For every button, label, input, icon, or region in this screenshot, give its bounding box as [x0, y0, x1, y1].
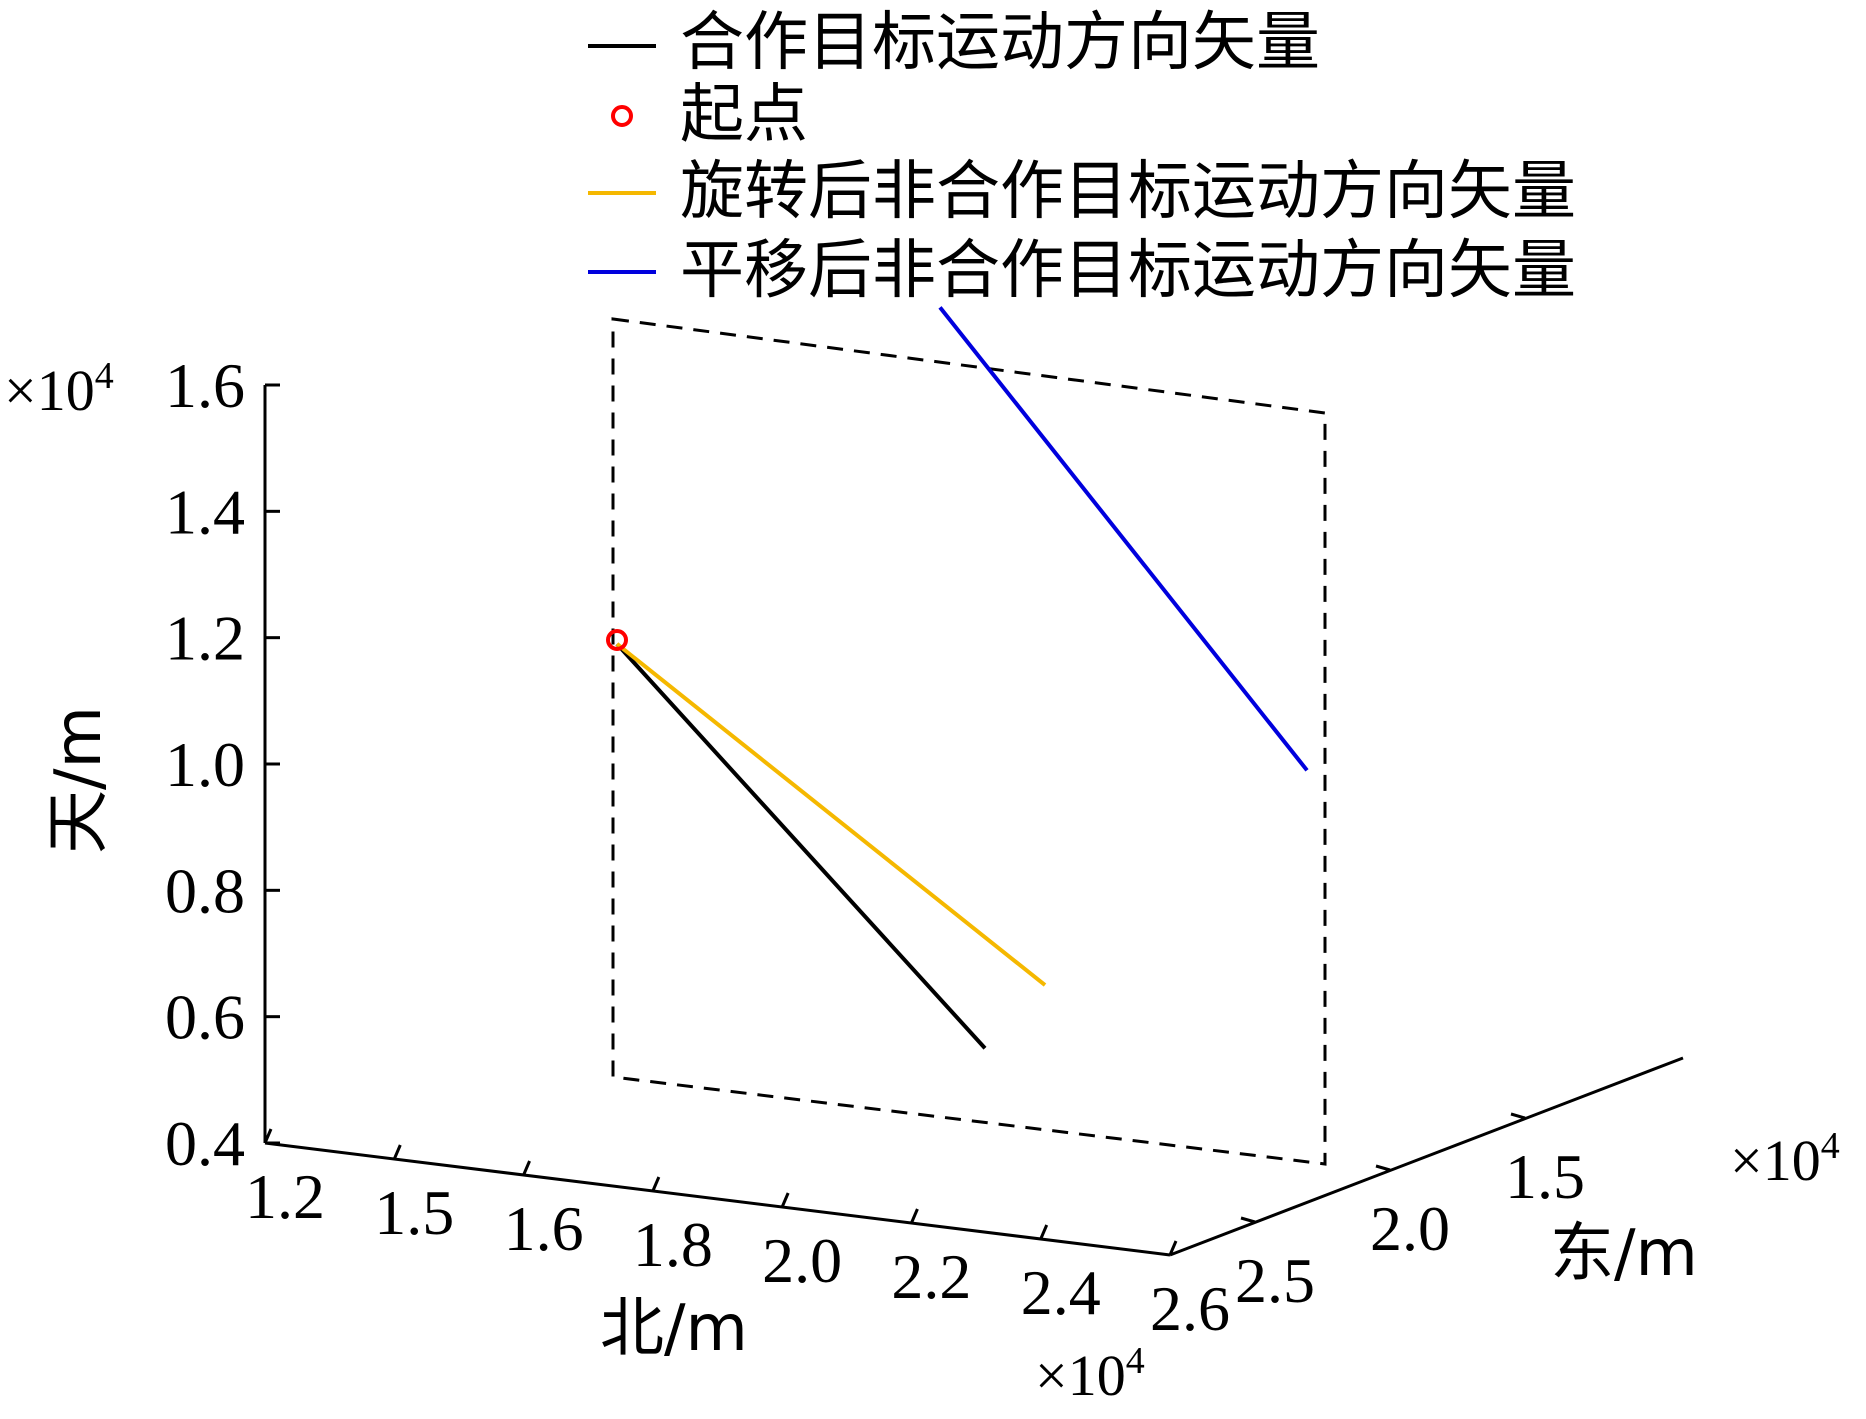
z-tick-label: 0.8	[165, 855, 245, 926]
z-axis: 0.4 0.6 0.8 1.0 1.2 1.4 1.6 ×104 天/m	[4, 350, 280, 1179]
series-line	[938, 306, 1309, 772]
north-tick-mark	[392, 1144, 402, 1160]
dashed-plane	[611, 317, 1327, 1166]
north-tick-label: 2.6	[1150, 1273, 1230, 1344]
z-tick-label: 0.6	[165, 982, 245, 1053]
east-tick-mark	[1510, 1112, 1526, 1120]
north-tick-label: 2.2	[891, 1241, 971, 1312]
north-axis-title: 北/m	[600, 1292, 748, 1366]
z-axis-multiplier: ×104	[4, 355, 114, 423]
north-tick-mark	[263, 1128, 273, 1144]
series-line	[615, 642, 987, 1050]
legend-label-rotated: 旋转后非合作目标运动方向矢量	[680, 155, 1576, 229]
east-tick-mark	[1375, 1164, 1391, 1172]
north-tick-label: 1.2	[245, 1161, 325, 1232]
north-axis-multiplier: ×104	[1035, 1340, 1145, 1408]
north-tick-label: 1.6	[504, 1193, 584, 1264]
north-tick-mark	[651, 1176, 661, 1192]
east-axis-line	[1169, 1056, 1684, 1257]
east-tick-label: 1.5	[1505, 1141, 1585, 1212]
east-tick-label: 2.5	[1235, 1245, 1315, 1316]
east-tick-mark	[1240, 1216, 1256, 1224]
north-tick-mark	[1039, 1224, 1049, 1240]
series-layer	[606, 306, 1309, 1050]
east-tick-label: 2.0	[1370, 1193, 1450, 1264]
north-tick-mark	[522, 1160, 531, 1176]
z-tick-label: 1.6	[165, 350, 245, 421]
north-tick-mark	[910, 1208, 919, 1224]
legend-label-cooperative: 合作目标运动方向矢量	[680, 6, 1320, 80]
north-axis-line	[264, 1141, 1171, 1257]
series-line	[615, 642, 1047, 987]
north-tick-label: 1.8	[633, 1209, 713, 1280]
z-tick-label: 0.4	[165, 1108, 245, 1179]
east-axis-multiplier: ×104	[1730, 1125, 1840, 1193]
legend-label-start: 起点	[680, 78, 808, 152]
legend-swatch-start-circle	[611, 105, 633, 127]
east-axis: 1.5 2.0 2.5 东/m ×104	[1169, 1056, 1840, 1316]
z-tick-label: 1.4	[165, 476, 245, 547]
z-tick-label: 1.0	[165, 729, 245, 800]
north-tick-mark	[1168, 1240, 1178, 1256]
east-axis-title: 东/m	[1550, 1217, 1698, 1291]
start-point-marker	[606, 628, 628, 651]
legend-label-translated: 平移后非合作目标运动方向矢量	[680, 234, 1576, 308]
z-axis-title: 天/m	[42, 706, 116, 854]
north-tick-mark	[780, 1192, 790, 1208]
north-axis: 1.2 1.5 1.6 1.8 2.0 2.2 2.4 2.6 北/m ×104	[245, 1128, 1230, 1408]
north-tick-label: 2.0	[762, 1225, 842, 1296]
north-tick-label: 2.4	[1021, 1257, 1101, 1328]
z-tick-label: 1.2	[165, 603, 245, 674]
legend: 合作目标运动方向矢量 起点 旋转后非合作目标运动方向矢量 平移后非合作目标运动方…	[588, 6, 1576, 308]
north-tick-label: 1.5	[374, 1177, 454, 1248]
